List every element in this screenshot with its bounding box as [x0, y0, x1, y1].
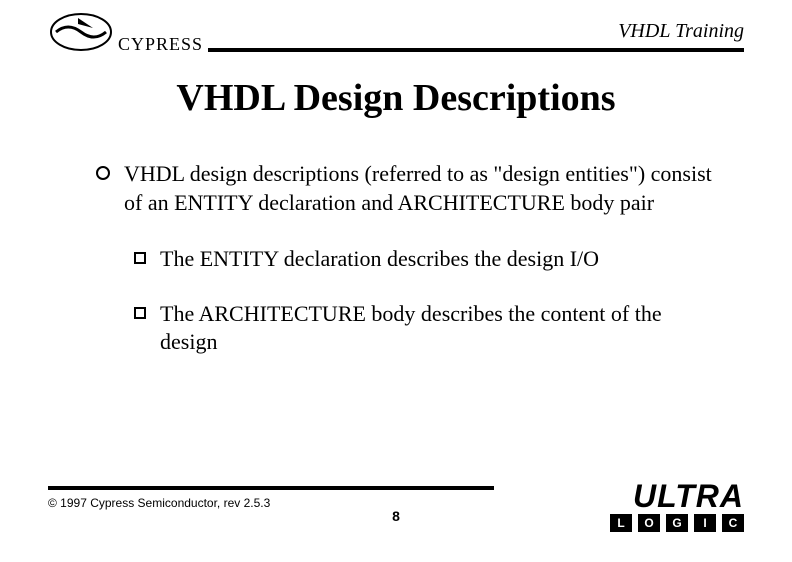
slide-header: CYPRESS VHDL Training [48, 10, 744, 60]
ultra-brand-text: ULTRA [514, 480, 744, 512]
square-bullet-icon [134, 307, 146, 319]
sub-bullet-2: The ARCHITECTURE body describes the cont… [134, 300, 722, 357]
sub-bullet-1-text: The ENTITY declaration describes the des… [160, 245, 722, 274]
logic-letter: O [638, 514, 660, 532]
footer-divider [48, 486, 494, 490]
sub-bullet-list: The ENTITY declaration describes the des… [134, 245, 722, 357]
header-divider [208, 48, 744, 52]
logic-letter: G [666, 514, 688, 532]
sub-bullet-1: The ENTITY declaration describes the des… [134, 245, 722, 274]
sub-bullet-2-text: The ARCHITECTURE body describes the cont… [160, 300, 722, 357]
bullet-main-text: VHDL design descriptions (referred to as… [124, 160, 722, 217]
company-name: CYPRESS [118, 34, 203, 55]
logic-letter: L [610, 514, 632, 532]
ultra-logic-logo: ULTRA L O G I C [514, 480, 744, 536]
logic-letter: C [722, 514, 744, 532]
header-label: VHDL Training [618, 20, 744, 43]
page-number: 8 [392, 508, 400, 524]
copyright-text: © 1997 Cypress Semiconductor, rev 2.5.3 [48, 496, 270, 510]
logic-letter: I [694, 514, 716, 532]
cypress-logo: CYPRESS [48, 10, 198, 54]
square-bullet-icon [134, 252, 146, 264]
bullet-main: VHDL design descriptions (referred to as… [96, 160, 722, 217]
slide-content: VHDL design descriptions (referred to as… [96, 160, 722, 383]
slide-footer: © 1997 Cypress Semiconductor, rev 2.5.3 … [48, 486, 744, 542]
slide-title: VHDL Design Descriptions [0, 76, 792, 120]
circle-bullet-icon [96, 166, 110, 180]
logic-letters: L O G I C [514, 514, 744, 532]
